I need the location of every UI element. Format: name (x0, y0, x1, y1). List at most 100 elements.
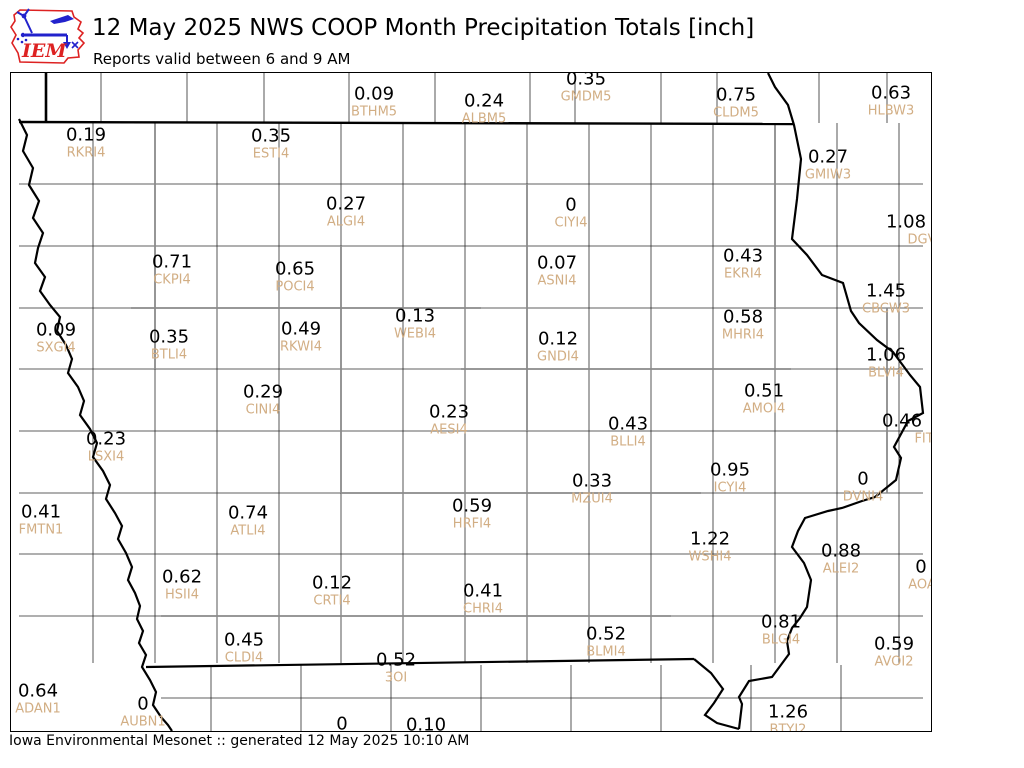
station-value: 0.41 (20, 501, 62, 523)
station-value: 0.23 (85, 428, 127, 450)
station-value: 0.41 (462, 580, 504, 602)
station-id-label: ALEI2 (822, 561, 860, 577)
station-value: 0.52 (585, 623, 627, 645)
station-id-label: LSXI4 (87, 449, 125, 465)
station-id-label: HLBW3 (867, 103, 915, 119)
station-id-label: ALBM5 (461, 111, 507, 127)
station-value: 0.07 (536, 252, 578, 274)
station-value: 0.65 (274, 258, 316, 280)
station-id-label: GNDI4 (537, 349, 579, 365)
station-value: 0.64 (17, 680, 59, 702)
station-id-label: GMIW3 (804, 167, 852, 183)
station-id-label: CKPI4 (153, 272, 191, 288)
station-value: 0.29 (242, 381, 284, 403)
station-value: 0.43 (607, 413, 649, 435)
station-id-label: BLMI4 (586, 644, 626, 660)
station-value: 0.43 (722, 245, 764, 267)
station-value: 1.26 (767, 701, 809, 723)
station-value: 0.13 (394, 305, 436, 327)
station-value: 0.09 (353, 83, 395, 105)
station-id-label: CLDM5 (713, 105, 759, 121)
station-value: 0.10 (405, 714, 447, 732)
station-value: 0.71 (151, 251, 193, 273)
station-value: 0.81 (760, 611, 802, 633)
station-value: 0.75 (715, 84, 757, 106)
weather-vane-icon (16, 8, 79, 49)
station-id-label: AMOI4 (742, 401, 786, 417)
station-value: 0.27 (325, 193, 367, 215)
station-value: 0.95 (709, 459, 751, 481)
station-value: 0.49 (280, 318, 322, 340)
station-id-label: BTYI2 (769, 722, 807, 732)
county-basemap (18, 73, 925, 731)
station-value: 0.35 (148, 326, 190, 348)
station-id-label: RKRI4 (66, 145, 106, 161)
station-id-label: CRTI4 (313, 593, 351, 609)
station-id-label: DVNI4 (842, 489, 884, 505)
station-value: 0.62 (161, 566, 203, 588)
station-value: 0.12 (311, 572, 353, 594)
station-id-label: ICYI4 (713, 480, 747, 496)
station-id-label: FITI (914, 431, 931, 447)
station-id-label: RKWI4 (279, 339, 323, 355)
station-value: 0.59 (873, 633, 915, 655)
station-value: 0 (857, 468, 869, 490)
station-id-label: AOA (908, 577, 931, 593)
station-value: 0.09 (35, 319, 77, 341)
station-id-label: ASNI4 (537, 273, 577, 289)
station-id-label: ALGI4 (326, 214, 366, 230)
station-id-label: CIYI4 (554, 215, 588, 231)
station-value: 0.19 (65, 124, 107, 146)
station-id-label: MZUI4 (571, 491, 613, 507)
station-id-label: AESI4 (430, 422, 468, 438)
station-id-label: BTHM5 (350, 104, 398, 120)
station-id-label: 3OI (384, 670, 408, 686)
station-id-label: BTLI4 (150, 347, 188, 363)
station-value: 0.63 (870, 82, 912, 104)
station-id-label: MHRI4 (721, 327, 765, 343)
station-value: 0.27 (807, 146, 849, 168)
station-id-label: WEBI4 (393, 326, 437, 342)
state-borders (18, 73, 925, 731)
station-value: 0.35 (250, 125, 292, 147)
precip-map: 0.19 RKRI4 0.35 ESTI4 0.09 BTHM5 0.24 ALBM5 0.35… (10, 72, 932, 732)
station-id-label: AVOI2 (874, 654, 914, 670)
station-value: 1.06 (865, 344, 907, 366)
station-value: 0.23 (428, 401, 470, 423)
district-lines (131, 123, 888, 617)
iem-logo: IEM (10, 8, 86, 64)
station-id-label: POCI4 (275, 279, 315, 295)
station-id-label: CINI4 (245, 402, 281, 418)
station-id-label: AUBN1 (120, 714, 166, 730)
iem-logo-text: IEM (21, 40, 67, 62)
station-id-label: ADAN1 (15, 701, 61, 717)
station-value: 0.59 (451, 495, 493, 517)
station-value: 1.08 (885, 211, 927, 233)
station-id-label: WSHI4 (688, 549, 732, 565)
station-id-label: ATLI4 (230, 523, 266, 539)
station-value: 0 (336, 713, 348, 732)
page-subtitle: Reports valid between 6 and 9 AM (93, 50, 351, 68)
station-id-label: CLDI4 (224, 650, 264, 666)
station-value: 0.35 (565, 72, 607, 90)
station-id-label: BLLI4 (610, 434, 646, 450)
station-value: 0 (137, 693, 149, 715)
station-id-label: DGV (907, 232, 931, 248)
station-id-label: BLGI4 (761, 632, 801, 648)
page-title: 12 May 2025 NWS COOP Month Precipitation… (92, 15, 755, 41)
station-value: 0.51 (743, 380, 785, 402)
station-value: 0.12 (537, 328, 579, 350)
station-value: 0 (915, 556, 927, 578)
station-value: 0.24 (463, 90, 505, 112)
station-id-label: CHRI4 (463, 601, 503, 617)
station-value: 0.74 (227, 502, 269, 524)
station-value: 0.88 (820, 540, 862, 562)
station-id-label: FMTN1 (18, 522, 64, 538)
station-value: 0 (565, 194, 577, 216)
station-value: 0.52 (375, 649, 417, 671)
station-value: 0.33 (571, 470, 613, 492)
station-id-label: GMDM5 (560, 89, 612, 105)
station-id-label: SXGI4 (36, 340, 76, 356)
station-id-label: ESTI4 (252, 146, 290, 162)
